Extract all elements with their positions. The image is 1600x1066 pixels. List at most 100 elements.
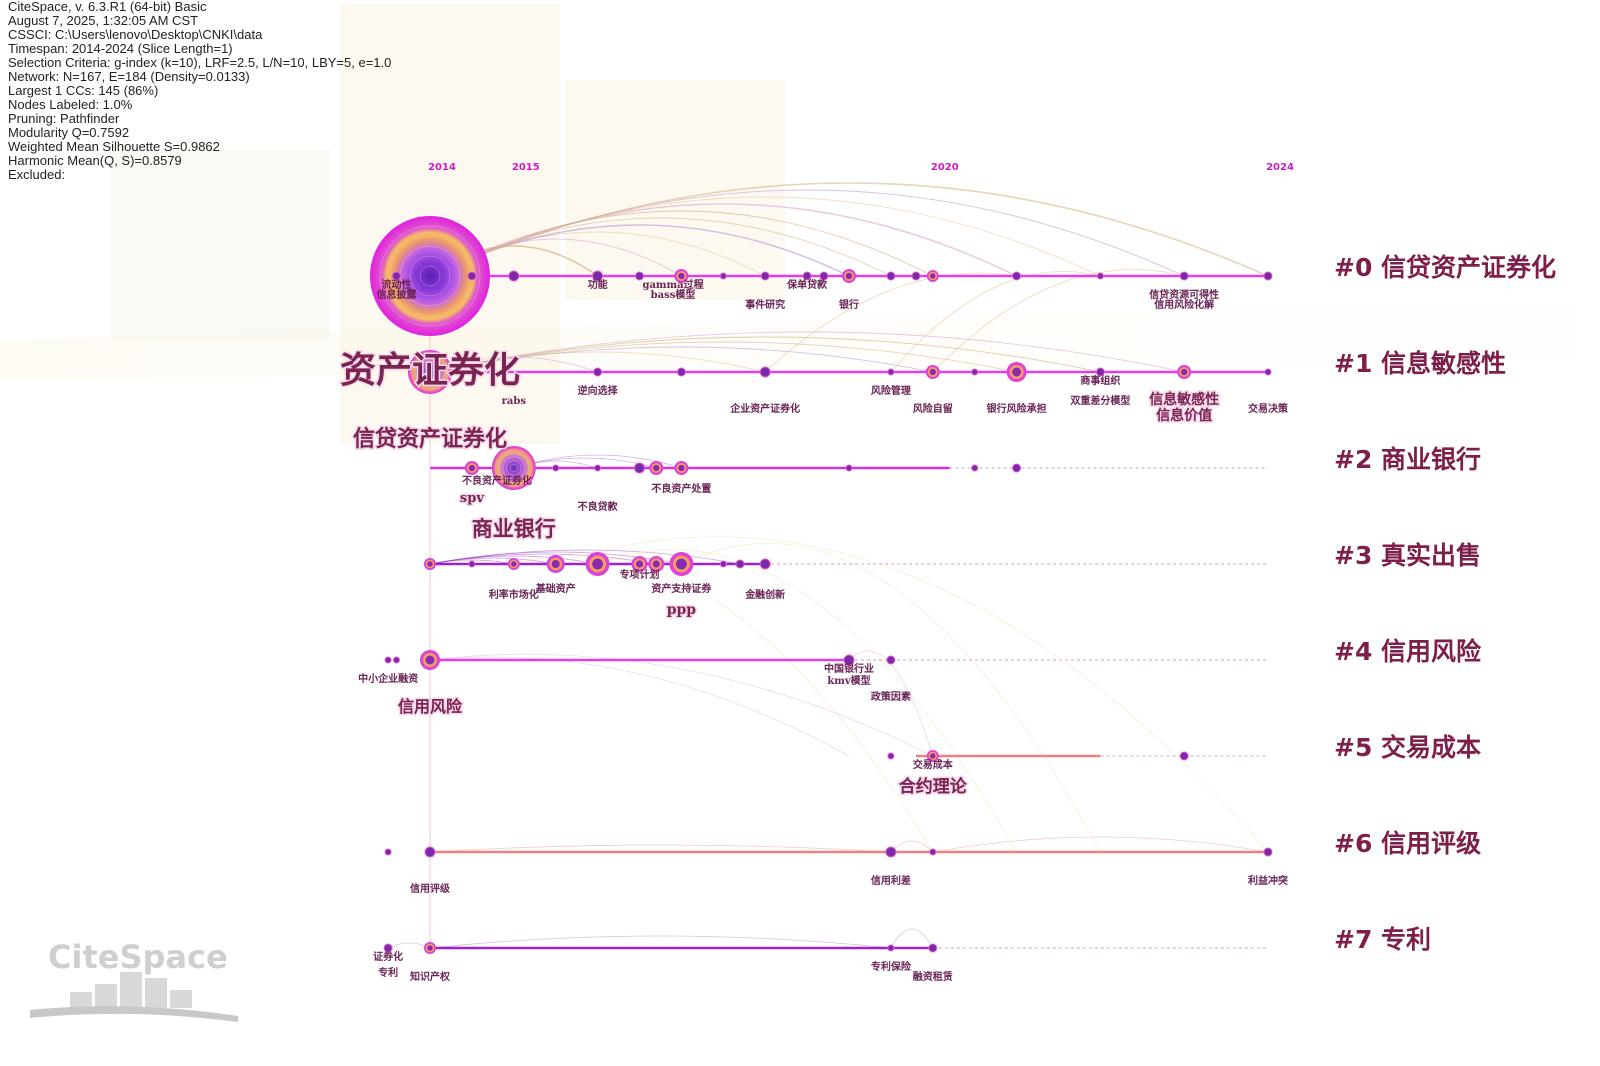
keyword-node[interactable] bbox=[971, 464, 979, 472]
keyword-node[interactable] bbox=[594, 464, 602, 472]
keyword-node[interactable] bbox=[1012, 271, 1022, 281]
keyword-label: 商事组织 bbox=[1080, 374, 1120, 387]
keyword-label: rabs bbox=[502, 396, 527, 407]
keyword-node[interactable] bbox=[391, 271, 401, 281]
logo-bar bbox=[120, 972, 142, 1008]
keyword-node[interactable] bbox=[420, 650, 440, 670]
keyword-node[interactable] bbox=[424, 558, 436, 570]
year-tick-label: 2024 bbox=[1266, 162, 1294, 173]
keyword-node[interactable] bbox=[886, 655, 896, 665]
keyword-node[interactable] bbox=[1012, 463, 1022, 473]
keyword-label: 功能 bbox=[588, 278, 608, 291]
keyword-label: 基础资产 bbox=[535, 582, 576, 595]
cluster-label-1: #1 信息敏感性 bbox=[1334, 349, 1506, 378]
keyword-node[interactable] bbox=[760, 271, 770, 281]
keyword-node[interactable] bbox=[648, 556, 665, 572]
keyword-node[interactable] bbox=[925, 365, 940, 379]
keyword-node[interactable] bbox=[585, 552, 610, 576]
keyword-node[interactable] bbox=[1264, 368, 1272, 376]
keyword-node[interactable] bbox=[843, 654, 855, 666]
keyword-node[interactable] bbox=[1177, 365, 1192, 379]
keyword-label: 逆向选择 bbox=[578, 384, 619, 397]
keyword-node[interactable] bbox=[674, 461, 689, 475]
keyword-node[interactable] bbox=[735, 559, 745, 569]
keyword-node[interactable] bbox=[468, 560, 476, 568]
keyword-node[interactable] bbox=[842, 269, 856, 283]
keyword-label-major: 信息敏感性 bbox=[1149, 391, 1219, 408]
keyword-label: 信息披露 bbox=[376, 288, 417, 301]
keyword-node[interactable] bbox=[1263, 847, 1273, 857]
year-axis: 2014 2015 2020 2024 bbox=[428, 162, 1294, 173]
keyword-node[interactable] bbox=[593, 367, 603, 377]
keyword-node[interactable] bbox=[886, 271, 896, 281]
keyword-node[interactable] bbox=[911, 271, 921, 281]
keyword-label: 双重差分模型 bbox=[1070, 394, 1130, 407]
citation-arc bbox=[429, 346, 933, 373]
keyword-node[interactable] bbox=[424, 942, 436, 954]
cluster-label-6: #6 信用评级 bbox=[1334, 829, 1481, 858]
keyword-node[interactable] bbox=[1096, 272, 1104, 280]
keyword-node[interactable] bbox=[370, 216, 490, 336]
keyword-label-major: 信贷资产证券化 bbox=[353, 426, 507, 452]
keyword-node[interactable] bbox=[383, 943, 393, 953]
keyword-node[interactable] bbox=[1179, 271, 1189, 281]
citation-arc bbox=[429, 844, 891, 853]
keyword-label: 企业资产证券化 bbox=[729, 402, 800, 415]
keyword-label-major: 信息价值 bbox=[1156, 407, 1212, 424]
keyword-node[interactable] bbox=[674, 269, 689, 283]
keyword-label: 交易成本 bbox=[913, 758, 954, 771]
keyword-node[interactable] bbox=[719, 560, 727, 568]
keyword-node[interactable] bbox=[928, 943, 938, 953]
keyword-node[interactable] bbox=[669, 552, 694, 576]
keyword-node[interactable] bbox=[1263, 271, 1273, 281]
keyword-node[interactable] bbox=[759, 558, 771, 570]
cluster-label-7: #7 专利 bbox=[1334, 925, 1431, 954]
citespace-logo: CiteSpace bbox=[30, 938, 238, 1022]
keyword-node[interactable] bbox=[759, 366, 771, 378]
keyword-node[interactable] bbox=[819, 271, 829, 281]
keyword-node[interactable] bbox=[384, 656, 392, 664]
keyword-node[interactable] bbox=[926, 270, 939, 282]
keyword-node[interactable] bbox=[408, 350, 452, 394]
keyword-node[interactable] bbox=[1095, 367, 1105, 377]
keyword-node[interactable] bbox=[1006, 362, 1027, 382]
keyword-node[interactable] bbox=[845, 464, 853, 472]
citation-arc bbox=[429, 182, 1269, 277]
keyword-node[interactable] bbox=[635, 271, 644, 281]
keyword-node[interactable] bbox=[546, 555, 565, 573]
keyword-node[interactable] bbox=[802, 271, 812, 281]
keyword-label: 保单贷款 bbox=[786, 278, 828, 291]
cluster-label-5: #5 交易成本 bbox=[1334, 733, 1481, 762]
keyword-node[interactable] bbox=[424, 846, 436, 858]
keyword-node[interactable] bbox=[926, 750, 939, 762]
meta-line: Weighted Mean Silhouette S=0.9862 bbox=[8, 139, 220, 154]
keyword-node[interactable] bbox=[631, 556, 648, 572]
keyword-node[interactable] bbox=[1179, 751, 1189, 761]
keyword-node[interactable] bbox=[971, 368, 979, 376]
keyword-label: kmv模型 bbox=[827, 674, 870, 687]
keyword-node[interactable] bbox=[885, 846, 897, 858]
keyword-node[interactable] bbox=[649, 461, 664, 475]
keyword-node[interactable] bbox=[887, 944, 895, 952]
keyword-node[interactable] bbox=[552, 464, 560, 472]
keyword-node[interactable] bbox=[929, 848, 937, 856]
keyword-node[interactable] bbox=[467, 271, 477, 281]
keyword-node[interactable] bbox=[464, 461, 479, 475]
keyword-label: 信用评级 bbox=[410, 882, 451, 895]
keyword-node[interactable] bbox=[592, 270, 604, 282]
keyword-label: 风险自留 bbox=[913, 402, 953, 415]
keyword-label: 专利保险 bbox=[871, 960, 912, 973]
keyword-node[interactable] bbox=[887, 368, 895, 376]
keyword-node[interactable] bbox=[719, 272, 727, 280]
keyword-node[interactable] bbox=[887, 752, 895, 760]
keyword-node[interactable] bbox=[634, 462, 645, 474]
keyword-node[interactable] bbox=[507, 558, 520, 570]
keyword-label: 风险管理 bbox=[871, 384, 911, 397]
keyword-label-major: spv bbox=[460, 491, 484, 506]
keyword-node[interactable] bbox=[491, 446, 536, 490]
keyword-node[interactable] bbox=[676, 367, 686, 377]
keyword-node[interactable] bbox=[508, 270, 520, 282]
citation-arc bbox=[890, 928, 934, 949]
keyword-node[interactable] bbox=[392, 656, 400, 664]
keyword-node[interactable] bbox=[384, 848, 392, 856]
